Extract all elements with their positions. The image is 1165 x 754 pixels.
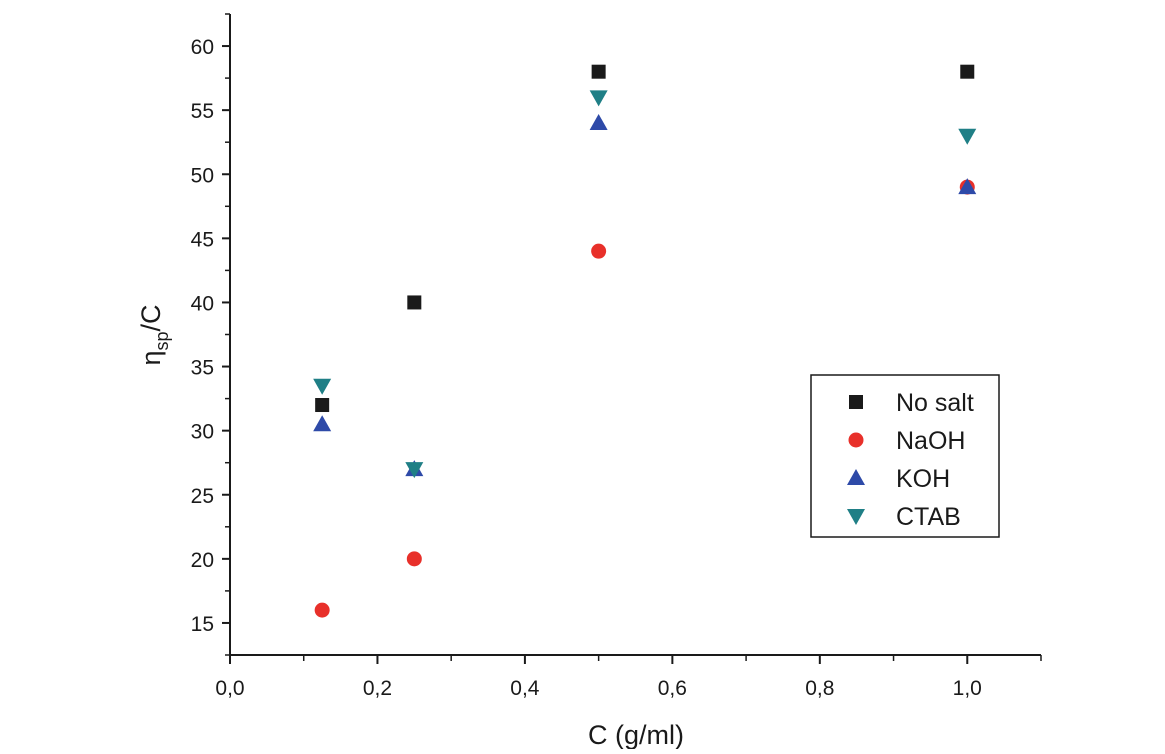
- y-tick-label: 60: [191, 36, 214, 59]
- legend-marker: [847, 469, 865, 485]
- y-axis-label-rest: /C: [136, 304, 166, 331]
- data-point: [407, 295, 422, 310]
- data-point: [591, 64, 606, 79]
- x-axis-label: C (g/ml): [588, 720, 684, 749]
- x-tick-label: 0,2: [363, 677, 392, 700]
- legend-label: No salt: [896, 389, 974, 417]
- data-point: [958, 178, 977, 195]
- data-point: [958, 128, 977, 145]
- x-tick-label: 0,4: [510, 677, 540, 700]
- y-axis-label-subscript: sp: [152, 331, 172, 350]
- legend-marker: [848, 432, 864, 448]
- data-point: [591, 243, 607, 259]
- data-point: [405, 462, 424, 479]
- data-point: [406, 551, 422, 567]
- data-point: [314, 602, 330, 618]
- x-tick-labels: 0,0 0,2 0,4 0,6 0,8 1,0: [215, 677, 981, 700]
- y-tick-label: 35: [191, 357, 214, 380]
- legend-marker: [849, 395, 863, 409]
- y-axis-label-main: η: [136, 350, 166, 365]
- y-tick-label: 15: [191, 613, 214, 636]
- data-point: [313, 378, 332, 395]
- legend: No salt NaOH KOH CTAB: [810, 374, 1000, 538]
- x-tick-label: 1,0: [953, 677, 982, 700]
- y-tick-label: 30: [191, 421, 214, 444]
- axes: [229, 14, 1041, 656]
- x-tick-label: 0,0: [215, 677, 244, 700]
- y-tick-label: 45: [191, 228, 214, 251]
- y-tick-label: 55: [191, 100, 214, 123]
- data-point: [589, 113, 608, 130]
- y-axis-label: ηsp/C: [136, 304, 172, 365]
- y-tick-label: 40: [191, 292, 214, 315]
- data-point: [589, 90, 608, 107]
- legend-items: No salt NaOH KOH CTAB: [847, 389, 974, 531]
- legend-label: CTAB: [896, 503, 961, 531]
- x-tick-label: 0,6: [658, 677, 687, 700]
- legend-marker: [847, 509, 865, 525]
- y-tick-label: 50: [191, 164, 214, 187]
- y-ticks: [222, 13, 230, 656]
- data-point: [315, 398, 330, 413]
- series-layer: [313, 64, 977, 618]
- x-ticks: [229, 655, 1042, 664]
- legend-label: KOH: [896, 465, 950, 493]
- x-tick-label: 0,8: [805, 677, 834, 700]
- data-point: [960, 64, 975, 79]
- y-tick-label: 20: [191, 549, 214, 572]
- y-tick-labels: 15 20 25 30 35 40 45 50 55 60: [191, 36, 214, 636]
- legend-box: [810, 374, 1000, 538]
- legend-label: NaOH: [896, 427, 965, 455]
- data-point: [313, 415, 332, 432]
- series-no-salt: [315, 64, 975, 413]
- y-tick-label: 25: [191, 485, 214, 508]
- series-ctab: [313, 90, 977, 479]
